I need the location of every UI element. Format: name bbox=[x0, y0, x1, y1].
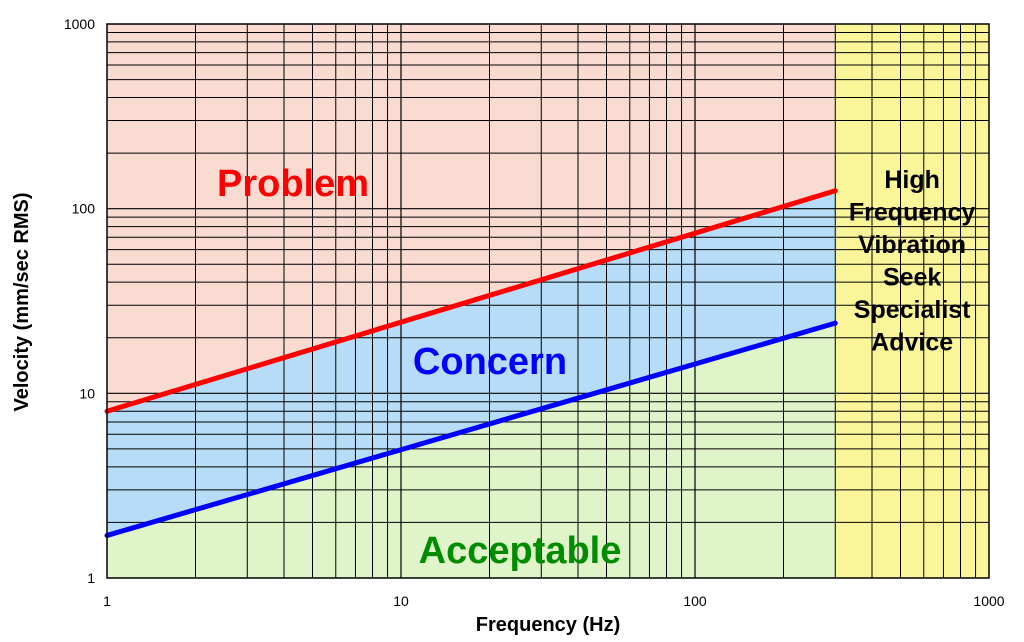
y-tick-label: 1000 bbox=[64, 16, 95, 32]
y-tick-label: 1 bbox=[87, 570, 95, 586]
high-frequency-label-line: Seek bbox=[883, 264, 941, 292]
boundary-lines bbox=[104, 188, 838, 538]
high-frequency-label-line: Vibration bbox=[858, 231, 966, 259]
plot-frame bbox=[106, 23, 990, 579]
y-tick-label: 10 bbox=[79, 385, 95, 401]
high-frequency-label-line: Advice bbox=[871, 329, 953, 357]
x-tick-label: 100 bbox=[683, 593, 707, 609]
y-tick-label: 100 bbox=[72, 201, 96, 217]
chart-regions bbox=[107, 24, 989, 578]
acceptable-region bbox=[107, 323, 836, 578]
high-frequency-label-line: Frequency bbox=[849, 199, 976, 227]
x-tick-label: 1000 bbox=[973, 593, 1004, 609]
zone-labels: Problem Concern Acceptable High Frequency Vib… bbox=[217, 163, 975, 572]
chart-axes: 1 10 100 1000 1 10 100 1000 bbox=[64, 16, 1005, 609]
x-axis-title: Frequency (Hz) bbox=[476, 614, 620, 636]
problem-label: Problem bbox=[217, 163, 369, 205]
acceptable-label: Acceptable bbox=[419, 530, 622, 572]
x-tick-label: 1 bbox=[103, 593, 111, 609]
high-frequency-label-line: High bbox=[884, 166, 940, 194]
high-frequency-label-line: Specialist bbox=[854, 296, 971, 324]
high-frequency-region bbox=[835, 24, 989, 578]
concern-boundary-line bbox=[104, 320, 838, 538]
concern-label: Concern bbox=[413, 341, 567, 383]
x-tick-label: 10 bbox=[393, 593, 409, 609]
y-axis-title: Velocity (mm/sec RMS) bbox=[11, 193, 33, 412]
problem-boundary-line bbox=[104, 188, 838, 414]
